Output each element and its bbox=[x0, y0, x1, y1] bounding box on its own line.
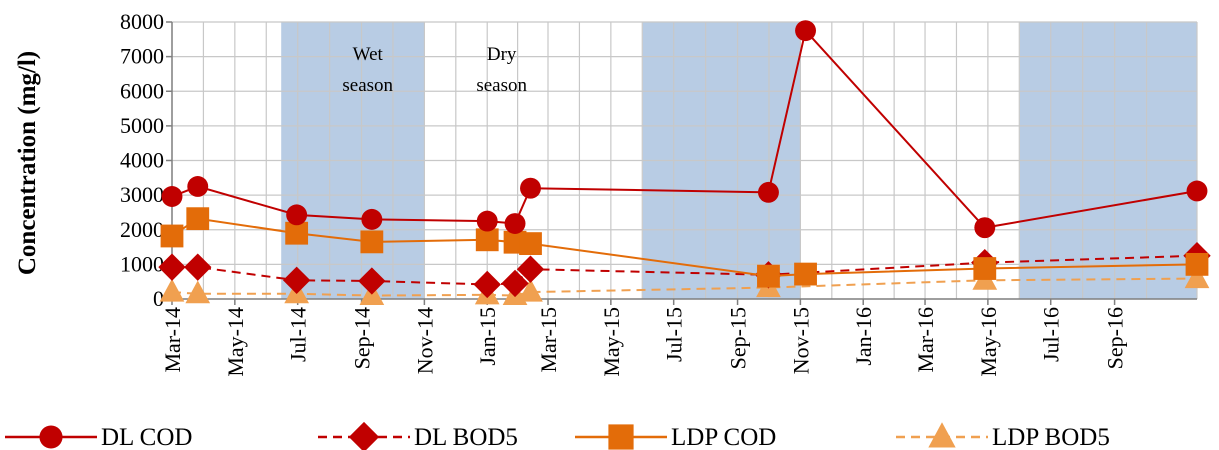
data-point-triangle bbox=[518, 278, 543, 302]
data-point-circle bbox=[795, 20, 816, 42]
data-point-triangle bbox=[928, 422, 956, 448]
data-point-circle bbox=[187, 176, 209, 197]
data-point-square bbox=[608, 424, 634, 450]
y-axis-title: Concentration (mg/l) bbox=[14, 51, 41, 275]
data-point-square bbox=[794, 262, 817, 286]
season-label-line: Dry bbox=[487, 44, 517, 65]
data-point-square bbox=[360, 230, 384, 254]
y-tick-label: 5000 bbox=[120, 113, 164, 138]
season-label-line: season bbox=[476, 75, 527, 96]
data-point-diamond bbox=[282, 266, 311, 294]
x-tick-label: Jan-16 bbox=[851, 307, 876, 366]
x-tick-label: Mar-15 bbox=[536, 307, 561, 373]
y-tick-label: 4000 bbox=[120, 148, 164, 173]
series-line bbox=[171, 277, 1198, 297]
data-point-square bbox=[186, 207, 210, 231]
y-tick-label: 3000 bbox=[120, 182, 164, 207]
x-tick-label: May-15 bbox=[599, 307, 624, 377]
data-point-circle bbox=[361, 208, 383, 230]
legend-label: DL COD bbox=[101, 424, 192, 450]
season-label-line: season bbox=[342, 75, 393, 96]
season-label: Dry season bbox=[476, 44, 527, 96]
data-point-diamond bbox=[158, 253, 186, 281]
series-layer bbox=[158, 20, 1211, 306]
data-point-triangle bbox=[185, 280, 211, 304]
data-point-square bbox=[285, 221, 309, 245]
x-axis-ticks: Mar-14 May-14 Jul-14 Sep-14 Nov-14 Jan-15 Mar-… bbox=[160, 299, 1128, 377]
legend-item: DL BOD5 bbox=[318, 421, 518, 450]
data-point-square bbox=[757, 264, 780, 288]
y-tick-label: 7000 bbox=[120, 44, 164, 69]
series-dl-cod bbox=[161, 20, 1208, 239]
legend: DL COD DL BOD5 LDP COD LDP BOD5 bbox=[5, 421, 1110, 450]
data-point-circle bbox=[520, 177, 541, 199]
data-point-square bbox=[1185, 252, 1209, 276]
x-tick-label: Jan-15 bbox=[475, 307, 500, 366]
x-tick-label: Sep-14 bbox=[350, 307, 375, 369]
y-tick-label: 8000 bbox=[120, 9, 164, 34]
x-tick-label: Jul-15 bbox=[662, 307, 687, 362]
data-point-circle bbox=[1186, 180, 1208, 202]
x-tick-label: Mar-16 bbox=[913, 307, 938, 373]
data-point-circle bbox=[39, 425, 63, 449]
legend-label: LDP COD bbox=[671, 424, 776, 450]
data-point-circle bbox=[504, 213, 526, 234]
data-point-circle bbox=[286, 204, 308, 226]
y-tick-label: 6000 bbox=[120, 78, 164, 103]
data-point-diamond bbox=[516, 255, 545, 283]
x-tick-label: May-14 bbox=[223, 307, 248, 377]
data-point-triangle bbox=[159, 278, 185, 302]
season-label: Wet season bbox=[342, 44, 393, 96]
x-tick-label: Sep-16 bbox=[1103, 307, 1128, 369]
legend-item: LDP BOD5 bbox=[896, 422, 1110, 450]
x-tick-label: Jul-16 bbox=[1039, 307, 1064, 362]
y-axis-ticks: 0 1000 2000 3000 4000 5000 6000 7000 8000 bbox=[120, 9, 172, 311]
series-ldp-cod bbox=[160, 207, 1209, 288]
x-tick-label: May-16 bbox=[976, 307, 1001, 377]
data-point-circle bbox=[476, 210, 498, 232]
data-point-square bbox=[160, 224, 184, 248]
data-point-circle bbox=[974, 217, 996, 239]
y-tick-label: 1000 bbox=[120, 251, 164, 276]
legend-item: LDP COD bbox=[575, 424, 776, 450]
data-point-square bbox=[973, 257, 997, 280]
data-point-diamond bbox=[348, 421, 380, 450]
data-point-square bbox=[475, 228, 499, 252]
series-line bbox=[172, 254, 1198, 286]
season-label-line: Wet bbox=[353, 44, 384, 65]
data-point-circle bbox=[161, 186, 183, 207]
data-point-square bbox=[519, 232, 542, 255]
x-tick-label: Mar-14 bbox=[160, 307, 185, 373]
data-point-diamond bbox=[501, 269, 529, 298]
x-tick-label: Nov-15 bbox=[788, 307, 813, 374]
data-point-triangle bbox=[1184, 265, 1210, 289]
data-point-circle bbox=[758, 181, 779, 203]
legend-label: LDP BOD5 bbox=[992, 424, 1110, 450]
data-point-diamond bbox=[184, 253, 212, 281]
x-tick-label: Sep-15 bbox=[726, 307, 751, 369]
x-tick-label: Nov-14 bbox=[412, 307, 437, 374]
data-point-diamond bbox=[358, 267, 386, 295]
legend-label: DL BOD5 bbox=[414, 424, 518, 450]
season-annotations: Wet season Dry season bbox=[342, 44, 527, 96]
x-tick-label: Jul-14 bbox=[286, 307, 311, 362]
data-point-diamond bbox=[473, 270, 501, 299]
y-tick-label: 2000 bbox=[120, 217, 164, 242]
y-tick-label: 0 bbox=[153, 286, 164, 311]
legend-item: DL COD bbox=[5, 424, 192, 450]
